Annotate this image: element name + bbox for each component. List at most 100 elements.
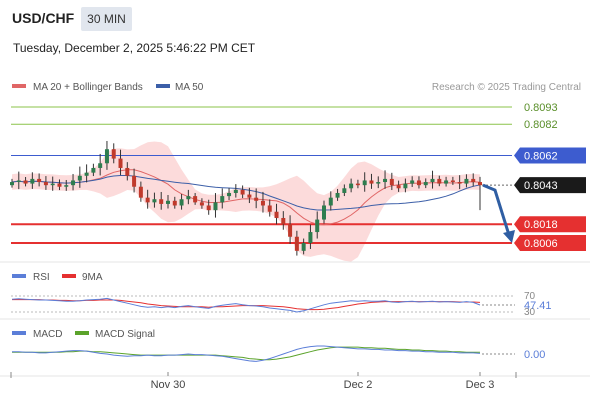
- candle-body: [308, 232, 313, 243]
- candle-body: [430, 178, 435, 183]
- level-label-box: [514, 216, 586, 233]
- candle-body: [193, 196, 198, 203]
- candle-body: [71, 180, 76, 186]
- macd-last-value: 0.00: [524, 349, 545, 361]
- level-label-box: [514, 177, 586, 194]
- candle-body: [389, 178, 394, 186]
- moving-averages: [11, 169, 481, 226]
- candle-body: [410, 180, 415, 184]
- candle-body: [57, 183, 62, 187]
- candle-body: [281, 217, 286, 225]
- candle-body: [10, 182, 14, 186]
- candle-body: [260, 200, 265, 206]
- candle-body: [254, 197, 259, 201]
- level-label-box: [514, 235, 586, 251]
- macd-legend-label: MACD: [33, 329, 62, 340]
- candle-body: [328, 197, 333, 206]
- candle-body: [294, 236, 299, 251]
- rsi-ma-legend-label: 9MA: [82, 272, 103, 283]
- x-axis-label: Dec 3: [466, 379, 495, 391]
- candle-body: [444, 180, 449, 184]
- level-label: 0.8006: [524, 238, 558, 250]
- candle-body: [172, 200, 177, 206]
- candle-body: [64, 185, 69, 187]
- datetime-label: Tuesday, December 2, 2025 5:46:22 PM CET: [13, 41, 256, 55]
- candle-body: [152, 199, 157, 203]
- ma50-line: [11, 175, 481, 211]
- candle-body: [118, 158, 123, 168]
- candle-body: [16, 180, 21, 183]
- candle-body: [322, 205, 326, 220]
- macd-signal-line: [12, 346, 480, 361]
- candle-body: [125, 167, 130, 176]
- level-label: 0.8093: [524, 102, 558, 114]
- level-label-box: [514, 147, 586, 164]
- rsi-last-value: 47.41: [524, 300, 552, 312]
- candle-body: [23, 180, 28, 184]
- macd-legend-swatch: [12, 331, 26, 335]
- candle-body: [478, 182, 482, 186]
- candle-body: [457, 182, 462, 184]
- level-label: 0.8082: [524, 119, 558, 131]
- candle-body: [98, 163, 103, 168]
- rsi-ma-legend-swatch: [62, 274, 76, 278]
- candle-body: [43, 182, 48, 186]
- forecast-arrow-line: [482, 183, 511, 236]
- level-label: 0.8043: [524, 180, 558, 192]
- candle-body: [145, 197, 150, 203]
- candle-body: [50, 183, 55, 186]
- candle-body: [383, 178, 388, 183]
- x-axis-label: Dec 2: [344, 379, 373, 391]
- macd-signal-legend-swatch: [75, 331, 89, 335]
- copyright-text: Research © 2025 Trading Central: [432, 82, 581, 93]
- rsi-tick-label: 70: [524, 291, 536, 302]
- ma50-legend-label: MA 50: [175, 82, 204, 93]
- candle-body: [179, 199, 184, 206]
- candlesticks: [10, 140, 482, 256]
- candle-body: [159, 199, 164, 204]
- candle-body: [450, 180, 455, 183]
- candle-body: [138, 186, 143, 198]
- candle-body: [471, 178, 476, 183]
- candle-body: [227, 192, 232, 197]
- rsi-legend-label: RSI: [33, 272, 50, 283]
- candle-body: [274, 211, 279, 218]
- candle-body: [37, 178, 42, 183]
- candle-body: [247, 194, 252, 198]
- candle-body: [104, 149, 109, 164]
- candle-body: [91, 167, 96, 173]
- candle-body: [84, 172, 89, 176]
- candle-body: [362, 180, 367, 186]
- candle-body: [301, 243, 306, 251]
- candle-body: [186, 196, 191, 200]
- candle-body: [464, 178, 469, 184]
- candle-body: [166, 200, 170, 204]
- macd-signal-legend-label: MACD Signal: [95, 329, 155, 340]
- candle-body: [437, 178, 442, 184]
- candle-body: [213, 202, 218, 211]
- candle-body: [315, 219, 320, 233]
- candle-body: [77, 175, 82, 181]
- candle-body: [288, 224, 293, 237]
- level-label: 0.8018: [524, 219, 558, 231]
- candle-body: [369, 180, 374, 184]
- candle-body: [132, 175, 137, 187]
- candle-body: [396, 185, 401, 189]
- candle-body: [355, 183, 360, 186]
- candle-body: [376, 182, 381, 184]
- timeframe-button[interactable]: 30 MIN: [81, 7, 132, 31]
- candle-body: [111, 149, 116, 159]
- symbol-title: USD/CHF: [12, 10, 75, 26]
- level-label: 0.8062: [524, 150, 558, 162]
- macd-panel: 0.00: [12, 345, 545, 362]
- candle-body: [423, 182, 428, 186]
- candle-body: [416, 180, 421, 186]
- candle-body: [403, 183, 408, 189]
- price-levels: [11, 106, 514, 244]
- candle-body: [30, 178, 35, 184]
- rsi-line: [11, 297, 481, 313]
- rsi-legend-swatch: [12, 274, 26, 278]
- forecast-arrow-head: [503, 230, 515, 243]
